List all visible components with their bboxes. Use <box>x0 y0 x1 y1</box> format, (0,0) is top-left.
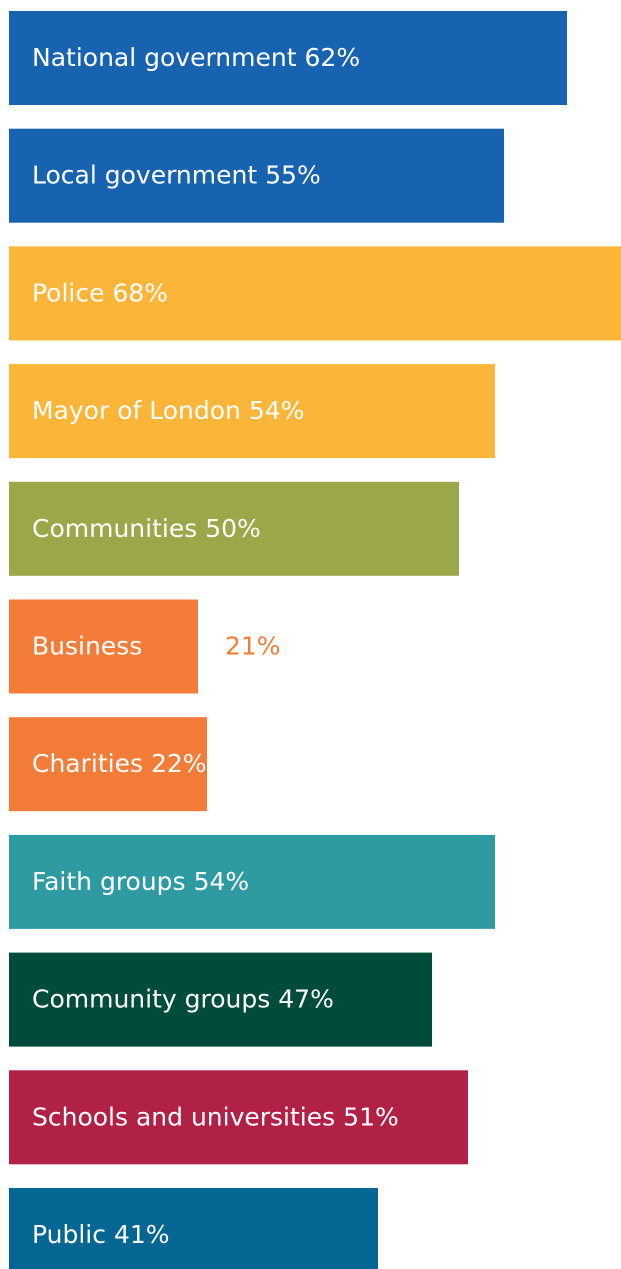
bar <box>9 481 459 576</box>
category-label: Mayor of London <box>32 396 241 425</box>
category-label: National government <box>32 43 297 72</box>
bar <box>9 1188 378 1269</box>
category-label: Community groups <box>32 985 270 1014</box>
category-label: Business <box>32 632 142 661</box>
value-label: 54% <box>194 867 250 896</box>
bar <box>9 364 495 459</box>
category-label: Charities <box>32 749 143 778</box>
value-label: 50% <box>205 514 261 543</box>
category-label: Faith groups <box>32 867 186 896</box>
value-label: 54% <box>249 396 305 425</box>
category-label: Communities <box>32 514 197 543</box>
category-label: Schools and universities <box>32 1102 335 1131</box>
value-label: 21% <box>225 632 281 661</box>
bar-label: Mayor of London 54% <box>32 396 304 425</box>
bar <box>9 717 207 812</box>
category-label: Public <box>32 1220 106 1249</box>
bar-label: Police 68% <box>32 278 168 307</box>
value-label: 47% <box>278 985 334 1014</box>
bar-label: Community groups 47% <box>32 985 334 1014</box>
bar <box>9 128 504 223</box>
bar-label: Charities 22% <box>32 749 207 778</box>
bar-label: Faith groups 54% <box>32 867 249 896</box>
category-label: Local government <box>32 161 257 190</box>
bar-label: Public 41% <box>32 1220 170 1249</box>
bar-label: Communities 50% <box>32 514 261 543</box>
category-label: Police <box>32 278 105 307</box>
bar-label: National government 62% <box>32 43 360 72</box>
value-label: 55% <box>265 161 321 190</box>
bar <box>9 246 621 341</box>
bar <box>9 599 198 694</box>
bar <box>9 952 432 1047</box>
value-label: 41% <box>114 1220 170 1249</box>
value-label: 22% <box>151 749 207 778</box>
value-label: 68% <box>113 278 169 307</box>
bar-label: Schools and universities 51% <box>32 1102 399 1131</box>
bar <box>9 11 567 105</box>
value-label: 51% <box>343 1102 399 1131</box>
bar-label: Business <box>32 632 142 661</box>
bar-label: Local government 55% <box>32 161 321 190</box>
value-label: 62% <box>305 43 361 72</box>
bar <box>9 1070 468 1165</box>
bar <box>9 834 495 929</box>
